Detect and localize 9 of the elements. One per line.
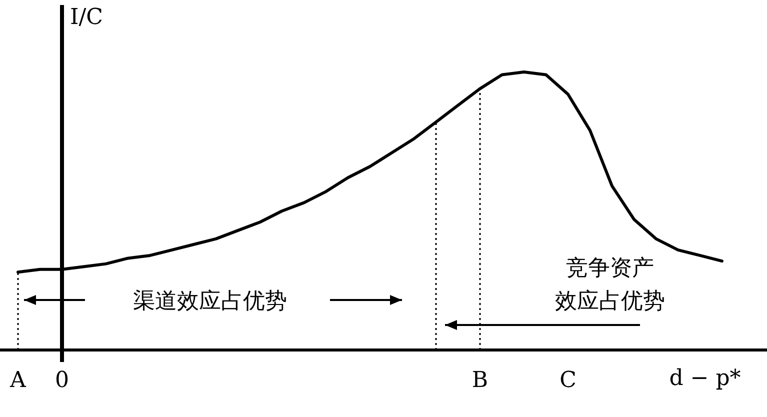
xlabel: d − p* [669,366,741,391]
x-tick: C [560,368,576,393]
x-tick: B [472,368,488,393]
x-tick: A [10,368,26,393]
annotation: 效应占优势 [555,289,665,314]
x-tick: 0 [55,368,69,393]
ylabel: I/C [70,5,103,30]
annotation: 渠道效应占优势 [133,289,287,314]
annotation: 竞争资产 [566,256,654,281]
